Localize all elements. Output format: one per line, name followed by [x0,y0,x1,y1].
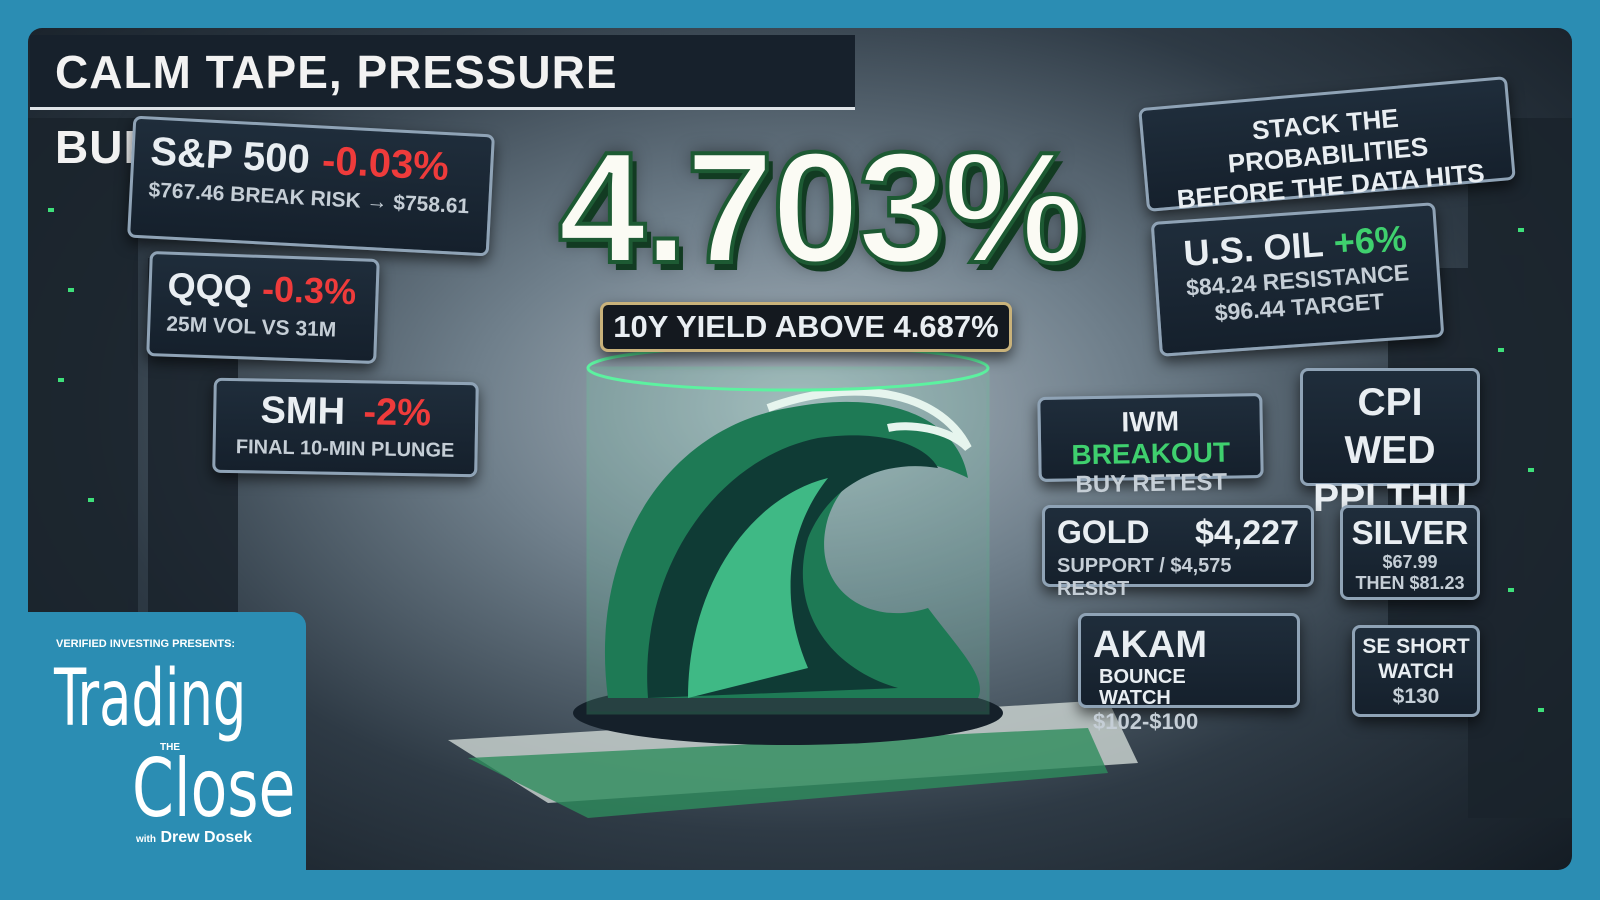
detail: $102-$100 [1093,709,1199,734]
ticker: SILVER [1351,514,1469,551]
presenter: VERIFIED INVESTING PRESENTS: [56,638,236,650]
detail: WATCH [1378,660,1454,683]
oil-card: U.S. OIL +6% $84.24 RESISTANCE $96.44 TA… [1150,202,1445,357]
spx-card: S&P 500 -0.03% $767.46 BREAK RISK → $758… [127,115,495,257]
ticker: GOLD [1057,514,1150,550]
host: Drew Dosek [160,829,253,846]
detail: FINAL 10-MIN PLUNGE [235,436,455,462]
smh-card: SMH -2% FINAL 10-MIN PLUNGE [212,377,479,478]
detail: 25M VOL VS 31M [165,312,337,342]
qqq-card: QQQ -0.3% 25M VOL VS 31M [146,251,380,364]
signal: BOUNCE [1099,666,1186,688]
change: -0.03% [321,138,450,190]
price: $4,227 [1195,514,1299,552]
ticker: IWM [1121,405,1180,438]
detail: SE SHORT [1362,635,1470,658]
iwm-card: IWM BREAKOUT BUY RETEST [1037,393,1264,498]
signal: WATCH [1099,687,1171,709]
hero-value: 4.703% [556,118,1086,298]
ticker: AKAM [1093,624,1207,666]
show-title-top: Trading [54,654,247,744]
detail: SUPPORT / $4,575 RESIST [1057,555,1232,600]
ticker: QQQ [167,264,253,309]
signal: BREAKOUT [1071,436,1231,471]
ticker: SMH [260,389,346,433]
show-branding: VERIFIED INVESTING PRESENTS: Trading THE… [28,612,306,872]
silver-card: SILVER $67.99 THEN $81.23 [1340,505,1480,600]
change: +6% [1332,217,1409,264]
macro-card: CPI WED PPI THU [1300,368,1480,520]
se-card: SE SHORT WATCH $130 [1352,625,1480,717]
akam-card: AKAM BOUNCE WATCH $102-$100 [1078,613,1300,734]
detail: $67.99 [1382,552,1438,572]
detail: BUY RETEST [1075,468,1228,499]
show-title-bottom: Close [132,742,296,835]
change: -2% [363,391,432,435]
ticker: S&P 500 [149,129,311,182]
detail: $130 [1392,685,1440,708]
change: -0.3% [261,267,357,313]
hero-caption: 10Y YIELD ABOVE 4.687% [600,302,1012,352]
headline: CALM TAPE, PRESSURE BUILDING [30,35,855,173]
event: CPI WED [1344,381,1436,472]
host-prefix: with [136,834,156,845]
host-line: with Drew Dosek [136,829,252,847]
detail: THEN $81.23 [1355,573,1465,593]
show-title-mid: THE [160,742,180,753]
gold-card: GOLD $4,227 SUPPORT / $4,575 RESIST [1042,505,1314,600]
